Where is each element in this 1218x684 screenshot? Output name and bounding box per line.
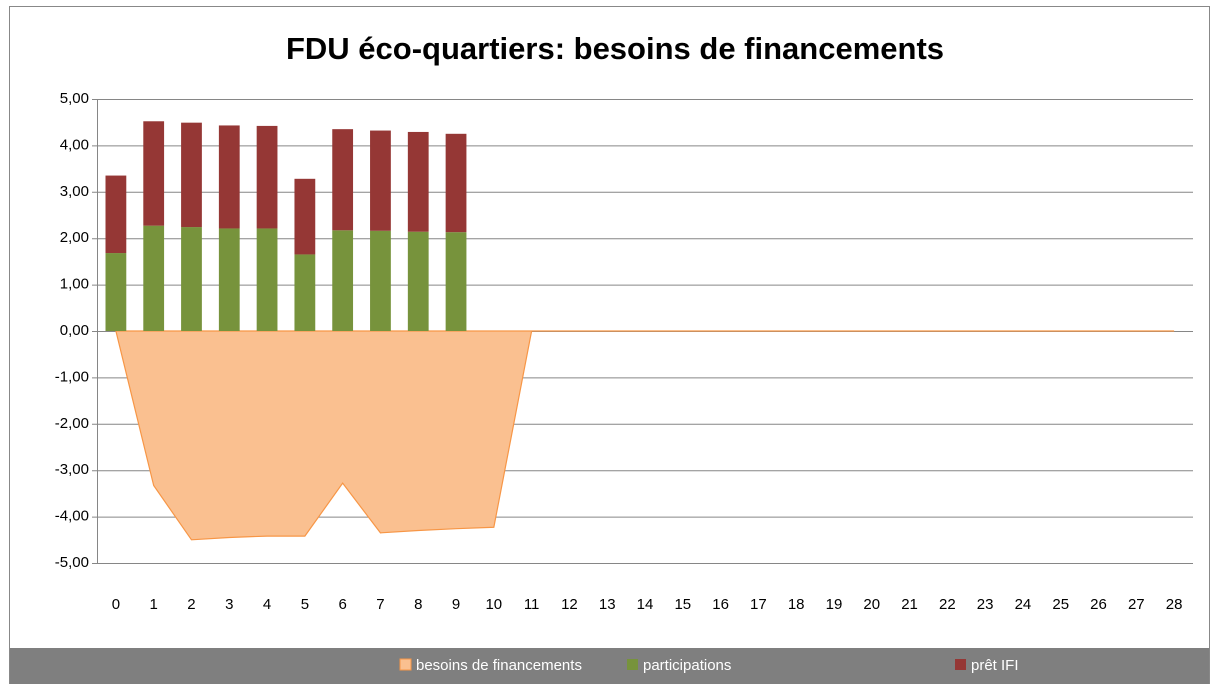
- x-tick-label: 19: [826, 596, 843, 613]
- x-tick-label: 4: [263, 596, 271, 613]
- x-tick-label: 28: [1166, 596, 1183, 613]
- y-tick-label: 1,00: [60, 276, 89, 293]
- y-tick-label: 5,00: [60, 90, 89, 107]
- x-tick-label: 22: [939, 596, 956, 613]
- bar: [105, 175, 127, 254]
- x-tick-label: 25: [1052, 596, 1069, 613]
- bar: [294, 254, 316, 331]
- bar: [407, 231, 429, 331]
- y-tick-label: -2,00: [55, 415, 89, 432]
- x-tick-label: 26: [1090, 596, 1107, 613]
- y-tick-label: -5,00: [55, 554, 89, 571]
- bar: [407, 131, 429, 232]
- legend-label: prêt IFI: [971, 657, 1019, 674]
- x-tick-label: 27: [1128, 596, 1145, 613]
- x-tick-label: 21: [901, 596, 918, 613]
- bar: [143, 225, 165, 331]
- legend-label: besoins de financements: [416, 657, 582, 674]
- x-tick-label: 15: [674, 596, 691, 613]
- y-tick-label: 0,00: [60, 322, 89, 339]
- x-tick-label: 18: [788, 596, 805, 613]
- bar: [181, 122, 202, 228]
- x-tick-label: 10: [485, 596, 502, 613]
- bar: [370, 230, 391, 331]
- bar: [256, 125, 278, 229]
- legend-swatch: [627, 659, 638, 670]
- legend-band: [10, 648, 1209, 684]
- x-tick-label: 13: [599, 596, 616, 613]
- bar: [143, 121, 165, 226]
- bar: [370, 130, 391, 231]
- y-tick-label: 4,00: [60, 136, 89, 153]
- x-tick-label: 24: [1015, 596, 1032, 613]
- y-tick-label: 3,00: [60, 183, 89, 200]
- bar: [105, 253, 127, 331]
- y-tick-label: -4,00: [55, 508, 89, 525]
- y-tick-label: -3,00: [55, 461, 89, 478]
- x-tick-label: 9: [452, 596, 460, 613]
- bar: [445, 232, 467, 331]
- y-tick-label: 2,00: [60, 229, 89, 246]
- area: [115, 330, 1175, 541]
- legend-swatch: [399, 658, 412, 671]
- bar: [218, 228, 240, 331]
- bar: [218, 125, 240, 229]
- x-tick-label: 12: [561, 596, 578, 613]
- x-tick-label: 5: [301, 596, 309, 613]
- bar: [332, 230, 354, 331]
- bar: [332, 129, 354, 231]
- x-tick-label: 6: [338, 596, 346, 613]
- x-tick-label: 3: [225, 596, 233, 613]
- legend-label: participations: [643, 657, 731, 674]
- x-tick-label: 2: [187, 596, 195, 613]
- x-tick-label: 17: [750, 596, 767, 613]
- x-tick-label: 1: [150, 596, 158, 613]
- legend-swatch: [955, 659, 966, 670]
- x-tick-label: 14: [637, 596, 654, 613]
- x-tick-label: 20: [863, 596, 880, 613]
- y-tick-label: -1,00: [55, 368, 89, 385]
- x-tick-label: 23: [977, 596, 994, 613]
- x-tick-label: 0: [112, 596, 120, 613]
- x-tick-label: 11: [524, 596, 540, 613]
- x-tick-label: 7: [376, 596, 384, 613]
- bar: [445, 133, 467, 233]
- bar: [256, 228, 278, 331]
- bar: [294, 178, 316, 255]
- bar: [181, 227, 202, 331]
- x-tick-label: 16: [712, 596, 729, 613]
- chart-title: FDU éco-quartiers: besoins de financemen…: [286, 31, 944, 66]
- x-tick-label: 8: [414, 596, 422, 613]
